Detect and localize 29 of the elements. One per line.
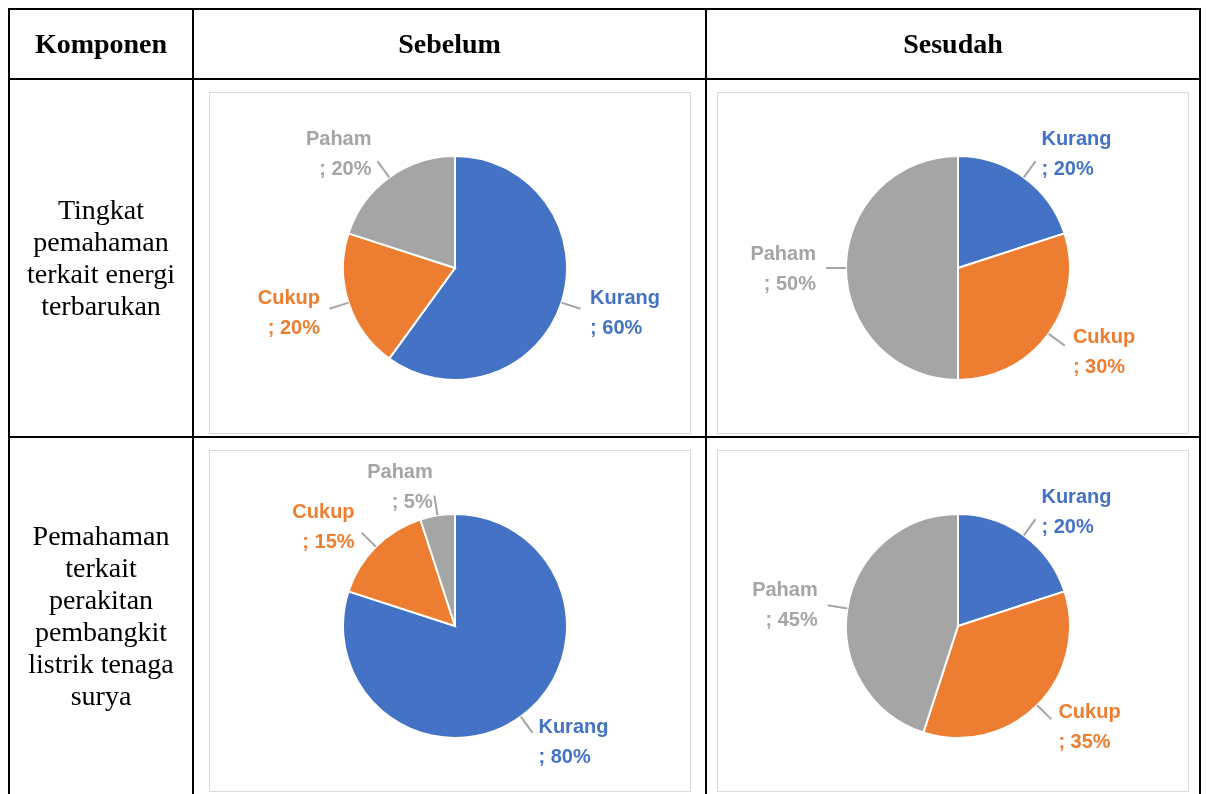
slice-label: Cukup xyxy=(291,499,355,522)
text: Tingkat pemahaman terkait energi terbarukan xyxy=(10,80,194,438)
text: Sesudah xyxy=(707,10,1201,80)
slice-label: Paham xyxy=(752,577,818,600)
text: Komponen xyxy=(10,10,194,80)
data-label: ; 20% xyxy=(267,315,320,338)
slice-label: Kurang xyxy=(589,285,660,308)
text: Pemahaman terkait perakitan pembangkit listrik tenaga surya xyxy=(10,438,194,794)
slice-label: Cukup xyxy=(1058,700,1121,723)
data-label: ; 50% xyxy=(763,272,817,294)
data-label: ; 5% xyxy=(391,489,433,512)
data-label: ; 30% xyxy=(1072,355,1126,378)
slice-label: Paham xyxy=(305,127,372,150)
data-label: ; 15% xyxy=(301,529,355,552)
data-label: ; 20% xyxy=(318,157,372,180)
slice-label: Paham xyxy=(366,459,433,482)
data-label: ; 20% xyxy=(1041,157,1094,180)
data-label: ; 80% xyxy=(537,744,591,767)
data-label: ; 35% xyxy=(1058,730,1111,753)
data-label: ; 20% xyxy=(1041,515,1094,538)
slice-label: Kurang xyxy=(1041,127,1112,150)
slice-label: Paham xyxy=(750,242,816,264)
data-label: ; 60% xyxy=(589,315,643,338)
slice-label: Kurang xyxy=(537,714,608,737)
data-label: ; 45% xyxy=(765,607,818,630)
slice-label: Cukup xyxy=(1072,325,1136,348)
slice-label: Kurang xyxy=(1041,485,1112,508)
text: Sebelum xyxy=(194,10,707,80)
slice-label: Cukup xyxy=(257,285,320,308)
